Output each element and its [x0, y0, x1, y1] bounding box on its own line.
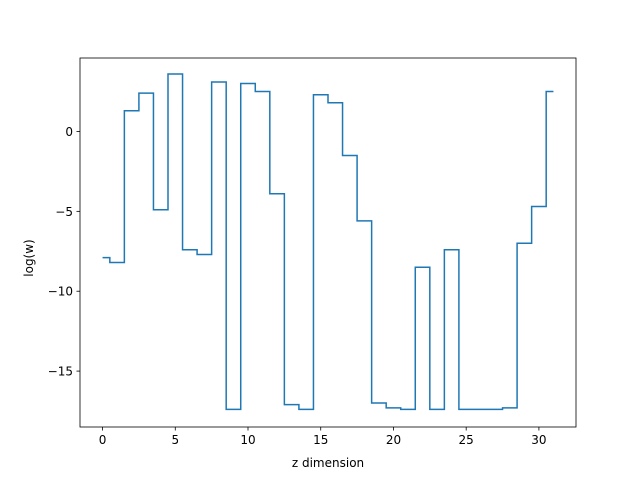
x-tick-label: 30: [531, 433, 546, 447]
x-axis-label: z dimension: [292, 456, 364, 470]
x-tick-label: 10: [240, 433, 255, 447]
x-tick-label: 20: [386, 433, 401, 447]
y-tick-label: −5: [55, 205, 73, 219]
y-tick-label: −10: [48, 285, 73, 299]
x-tick-label: 15: [313, 433, 328, 447]
y-axis: −15 −10 −5 0: [48, 125, 80, 379]
y-tick-label: −15: [48, 365, 73, 379]
x-axis: 0 5 10 15 20 25 30: [99, 427, 547, 447]
x-tick-label: 0: [99, 433, 107, 447]
plot-frame: [79, 57, 577, 428]
x-tick-label: 25: [459, 433, 474, 447]
plot-area: [79, 57, 577, 428]
y-axis-label: log(w): [22, 239, 36, 276]
x-tick-label: 5: [171, 433, 179, 447]
y-tick-label: 0: [65, 125, 73, 139]
series-line: [102, 73, 554, 411]
